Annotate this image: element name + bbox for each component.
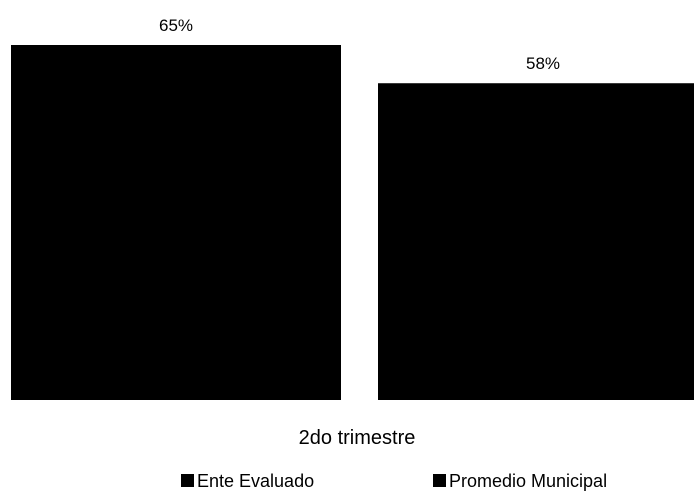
legend-label-promedio-municipal: Promedio Municipal	[449, 471, 607, 491]
legend: Ente Evaluado Promedio Municipal	[181, 471, 607, 491]
legend-label-ente-evaluado: Ente Evaluado	[197, 471, 314, 491]
data-labels-group: 65% 58%	[159, 16, 560, 73]
legend-swatch-promedio-municipal	[433, 474, 446, 487]
data-label-promedio-municipal: 58%	[526, 54, 560, 73]
bar-ente-evaluado	[11, 45, 341, 400]
category-label: 2do trimestre	[299, 427, 416, 449]
bar-promedio-municipal	[378, 83, 694, 400]
legend-swatch-ente-evaluado	[181, 474, 194, 487]
data-label-ente-evaluado: 65%	[159, 16, 193, 35]
bars-group	[11, 45, 694, 400]
